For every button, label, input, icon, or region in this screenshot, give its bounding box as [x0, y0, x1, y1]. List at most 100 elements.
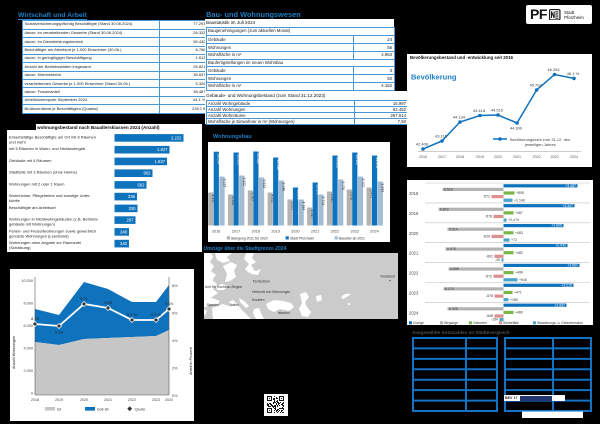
svg-text:3.625: 3.625 [290, 202, 294, 211]
svg-text:Amt für Hochbau-Region: Amt für Hochbau-Region [205, 285, 242, 289]
svg-text:330: 330 [129, 206, 137, 211]
svg-text:Baualter ab 2021: Baualter ab 2021 [339, 236, 365, 240]
svg-text:2024: 2024 [409, 310, 419, 315]
svg-text:5.714: 5.714 [321, 197, 325, 206]
svg-text:4.912: 4.912 [271, 195, 275, 204]
svg-text:2023: 2023 [551, 155, 559, 159]
svg-text:8.02: 8.02 [55, 330, 64, 335]
svg-text:2018: 2018 [409, 191, 419, 196]
svg-text:2020: 2020 [80, 398, 88, 402]
svg-text:+467: +467 [515, 211, 523, 215]
svg-text:9.233: 9.233 [381, 184, 385, 193]
svg-text:+916: +916 [519, 278, 527, 282]
svg-text:jeweiligen Jahres: jeweiligen Jahres [524, 142, 556, 147]
svg-text:4.933: 4.933 [231, 197, 235, 206]
svg-text:+3.561: +3.561 [567, 264, 578, 268]
svg-text:0: 0 [31, 392, 33, 396]
svg-text:2023: 2023 [409, 291, 419, 296]
svg-text:Spanien: Spanien [206, 303, 219, 307]
svg-text:2018: 2018 [252, 230, 260, 234]
svg-text:9.102: 9.102 [361, 179, 365, 188]
svg-text:2017: 2017 [438, 155, 446, 159]
svg-text:962: 962 [144, 171, 152, 176]
svg-text:9.148: 9.148 [282, 183, 286, 192]
svg-text:9.178: 9.178 [341, 182, 345, 191]
svg-text:+1.149: +1.149 [514, 198, 525, 202]
svg-text:Belegung 2011 bis 2020: Belegung 2011 bis 2020 [231, 236, 267, 240]
svg-text:2019: 2019 [55, 398, 63, 402]
svg-text:-25: -25 [495, 258, 500, 262]
svg-text:2021: 2021 [104, 398, 112, 402]
svg-text:+463: +463 [515, 231, 523, 235]
svg-text:Ist: Ist [57, 408, 62, 412]
svg-text:-571: -571 [483, 195, 490, 199]
svg-text:Bevölkerungszahl zum 31.12. de: Bevölkerungszahl zum 31.12. des [510, 137, 570, 142]
svg-text:2022: 2022 [331, 230, 339, 234]
svg-text:4%: 4% [172, 339, 178, 343]
svg-text:3.747: 3.747 [310, 210, 314, 219]
svg-text:9.137: 9.137 [222, 179, 226, 188]
svg-text:24.194: 24.194 [217, 154, 221, 164]
svg-text:336: 336 [128, 194, 136, 199]
svg-text:+2.942: +2.942 [555, 244, 566, 248]
svg-text:2024: 2024 [370, 230, 378, 234]
svg-text:Italien: Italien [230, 303, 239, 307]
svg-text:8%: 8% [172, 284, 178, 288]
svg-text:46.1 %: 46.1 % [567, 71, 580, 76]
svg-text:2024: 2024 [165, 398, 173, 402]
svg-text:2022: 2022 [533, 155, 541, 159]
svg-text:6.000: 6.000 [23, 324, 33, 328]
svg-text:Soll-Ist: Soll-Ist [97, 408, 110, 412]
svg-text:44.134: 44.134 [453, 115, 466, 120]
svg-text:5.898: 5.898 [450, 267, 459, 271]
svg-text:mit 5 Räumen in Wohn- und Nich: mit 5 Räumen in Wohn- und Nichtwohngeb. [9, 146, 86, 151]
svg-text:5.914: 5.914 [449, 227, 458, 231]
svg-text:Istanbul: Istanbul [277, 311, 289, 315]
svg-text:+72: +72 [511, 238, 517, 242]
svg-text:2022: 2022 [409, 271, 419, 276]
svg-text:Stadt Pforzheim: Stadt Pforzheim [290, 236, 314, 240]
svg-text:5.757: 5.757 [251, 193, 255, 202]
svg-text:Geburten: Geburten [473, 321, 487, 325]
svg-text:297: 297 [127, 218, 135, 223]
svg-text:44.418: 44.418 [473, 108, 486, 113]
svg-text:Stadtteile mit 3 Räumen (ohne: Stadtteile mit 3 Räumen (ohne Heime) [9, 170, 78, 175]
svg-text:6%: 6% [172, 312, 178, 316]
svg-text:Bevölkerung: Bevölkerung [411, 73, 457, 82]
svg-text:4.997: 4.997 [211, 195, 215, 204]
svg-text:248: 248 [120, 229, 128, 234]
svg-text:10.000: 10.000 [21, 279, 33, 283]
svg-text:2019: 2019 [409, 211, 419, 216]
svg-text:11.371: 11.371 [296, 190, 300, 200]
svg-text:-620: -620 [483, 235, 490, 239]
svg-text:42.408: 42.408 [416, 142, 429, 147]
svg-text:6.516: 6.516 [444, 188, 453, 192]
svg-text:wohnungsbestand nach Baualters: wohnungsbestand nach Baualtersklassen 20… [36, 125, 160, 130]
svg-text:Tschechien: Tschechien [252, 279, 269, 283]
svg-text:2.000: 2.000 [23, 369, 33, 373]
svg-text:künfte: künfte [9, 198, 21, 203]
svg-text:2019: 2019 [476, 155, 484, 159]
svg-text:Bevölkerungsbestand und -entwi: Bevölkerungsbestand und -entwicklung sei… [410, 55, 514, 60]
svg-text:(Schätzung): (Schätzung) [9, 245, 31, 250]
svg-text:+3.219: +3.219 [561, 283, 572, 287]
svg-text:0%: 0% [172, 394, 178, 398]
svg-text:9.534: 9.534 [262, 180, 266, 189]
svg-text:2.222: 2.222 [171, 135, 182, 140]
svg-text:Erwerbstätige Beschäftigte am: Erwerbstätige Beschäftigte am Ort mit 6 … [9, 134, 96, 139]
svg-text:-576: -576 [485, 215, 492, 219]
svg-text:2020: 2020 [409, 231, 419, 236]
svg-text:9.322: 9.322 [242, 178, 246, 187]
svg-text:582: 582 [138, 182, 146, 187]
svg-text:2021: 2021 [409, 251, 419, 256]
svg-text:2016: 2016 [212, 230, 220, 234]
svg-text:8.75: 8.75 [31, 316, 40, 321]
svg-text:2016: 2016 [419, 155, 427, 159]
svg-text:gebäude mit Wohnungen): gebäude mit Wohnungen) [9, 222, 56, 227]
svg-text:Herkunft von Wohnungen: Herkunft von Wohnungen [252, 290, 291, 294]
svg-text:+471: +471 [514, 291, 522, 295]
svg-text:2024: 2024 [570, 155, 578, 159]
svg-text:+2.907: +2.907 [554, 303, 565, 307]
svg-text:6.075: 6.075 [447, 247, 456, 251]
svg-text:Wohnheime, Pflegeheime und son: Wohnheime, Pflegeheime und sonstige Unte… [9, 193, 91, 198]
